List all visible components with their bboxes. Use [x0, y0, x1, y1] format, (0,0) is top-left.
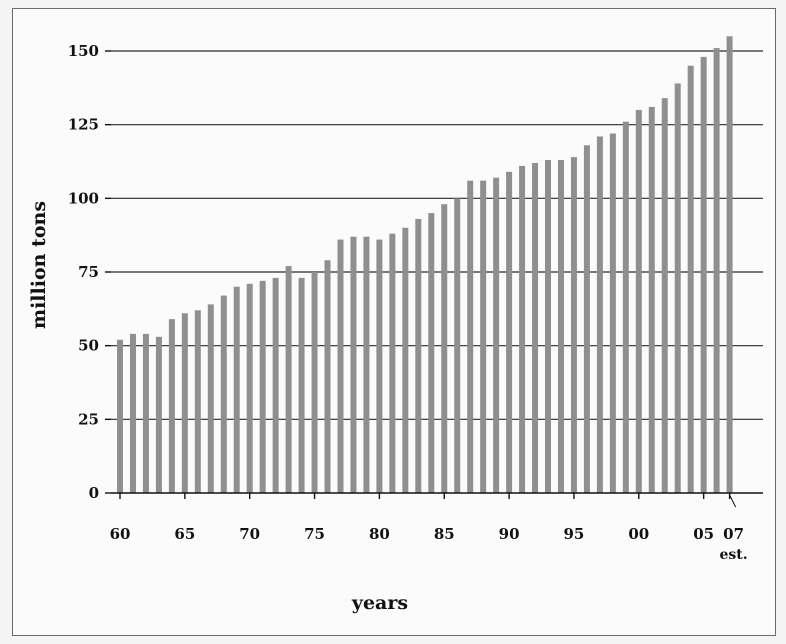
bar-1983 — [415, 218, 422, 493]
y-tick-label-0: 0 — [89, 484, 99, 502]
bar-1970 — [246, 283, 253, 493]
est-leader-line — [729, 494, 737, 508]
y-tick-label-75: 75 — [78, 263, 99, 281]
bar-1995 — [570, 157, 577, 493]
bar-chart: 0 25 50 75 100 125 150 60 65 70 75 80 85 90 95 00 05 07 es… — [28, 36, 763, 614]
bar-2006 — [713, 48, 720, 493]
bar-1969 — [233, 286, 240, 493]
bar-2007 — [726, 36, 733, 494]
bar-1986 — [454, 198, 461, 494]
y-tick-label-25: 25 — [78, 410, 99, 428]
bar-1972 — [272, 277, 279, 493]
bar-1973 — [285, 266, 292, 493]
tick-labels: 0 25 50 75 100 125 150 60 65 70 75 80 85 90 95 00 05 07 es… — [68, 42, 748, 563]
bar-1977 — [337, 239, 344, 493]
x-tick-label-2007: 07 — [723, 525, 744, 543]
x-tick-label-1985: 85 — [434, 525, 455, 543]
x-tick-label-2005: 05 — [693, 525, 714, 543]
x-tick-label-1965: 65 — [174, 525, 195, 543]
bar-1985 — [441, 204, 448, 493]
bar-1971 — [259, 280, 266, 493]
bar-1963 — [155, 336, 162, 493]
bar-1960 — [117, 339, 123, 493]
axes — [105, 50, 763, 508]
bar-1981 — [389, 233, 396, 493]
bar-1989 — [493, 177, 500, 493]
bar-1996 — [583, 145, 590, 493]
bar-1961 — [129, 333, 136, 493]
bar-1962 — [142, 333, 149, 493]
bar-1999 — [622, 121, 629, 493]
x-tick-label-1995: 95 — [564, 525, 585, 543]
y-tick-label-125: 125 — [68, 116, 99, 134]
bar-2002 — [661, 98, 668, 493]
bar-2005 — [700, 56, 707, 493]
y-tick-label-150: 150 — [68, 42, 99, 60]
bar-1978 — [350, 236, 357, 493]
bar-1991 — [519, 165, 526, 494]
bar-2003 — [674, 83, 681, 493]
bar-2004 — [687, 65, 694, 493]
bar-1992 — [532, 162, 539, 493]
x-tick-label-1990: 90 — [499, 525, 520, 543]
bar-1974 — [298, 277, 305, 493]
bar-2000 — [635, 109, 642, 493]
x-tick-label-1980: 80 — [369, 525, 390, 543]
bar-1987 — [467, 180, 474, 494]
bar-1965 — [181, 313, 188, 493]
y-tick-label-100: 100 — [68, 189, 99, 207]
bar-1968 — [220, 295, 227, 493]
bar-1980 — [376, 239, 383, 493]
x-tick-label-1970: 70 — [239, 525, 260, 543]
bar-1966 — [194, 310, 201, 493]
bar-1993 — [545, 160, 552, 493]
bar-2001 — [648, 106, 655, 493]
chart-frame: 0 25 50 75 100 125 150 60 65 70 75 80 85 90 95 00 05 07 es… — [12, 8, 776, 636]
bar-1998 — [609, 133, 616, 494]
x-tick-note-est: est. — [720, 547, 748, 563]
bar-1964 — [168, 319, 175, 493]
x-tick-label-1975: 75 — [304, 525, 325, 543]
bars — [117, 36, 733, 494]
bar-1997 — [596, 136, 603, 493]
bar-1975 — [311, 272, 318, 493]
bar-1982 — [402, 227, 409, 494]
bar-1990 — [506, 171, 513, 493]
y-tick-label-50: 50 — [78, 337, 99, 355]
x-tick-label-1960: 60 — [110, 525, 131, 543]
bar-1976 — [324, 260, 331, 493]
x-axis-title: years — [351, 592, 408, 614]
x-tick-label-2000: 00 — [628, 525, 649, 543]
bar-1979 — [363, 236, 370, 493]
bar-1994 — [557, 160, 564, 493]
bar-1967 — [207, 304, 214, 493]
bar-1988 — [480, 180, 487, 494]
y-axis-title: million tons — [28, 201, 50, 329]
bar-1984 — [428, 213, 435, 494]
